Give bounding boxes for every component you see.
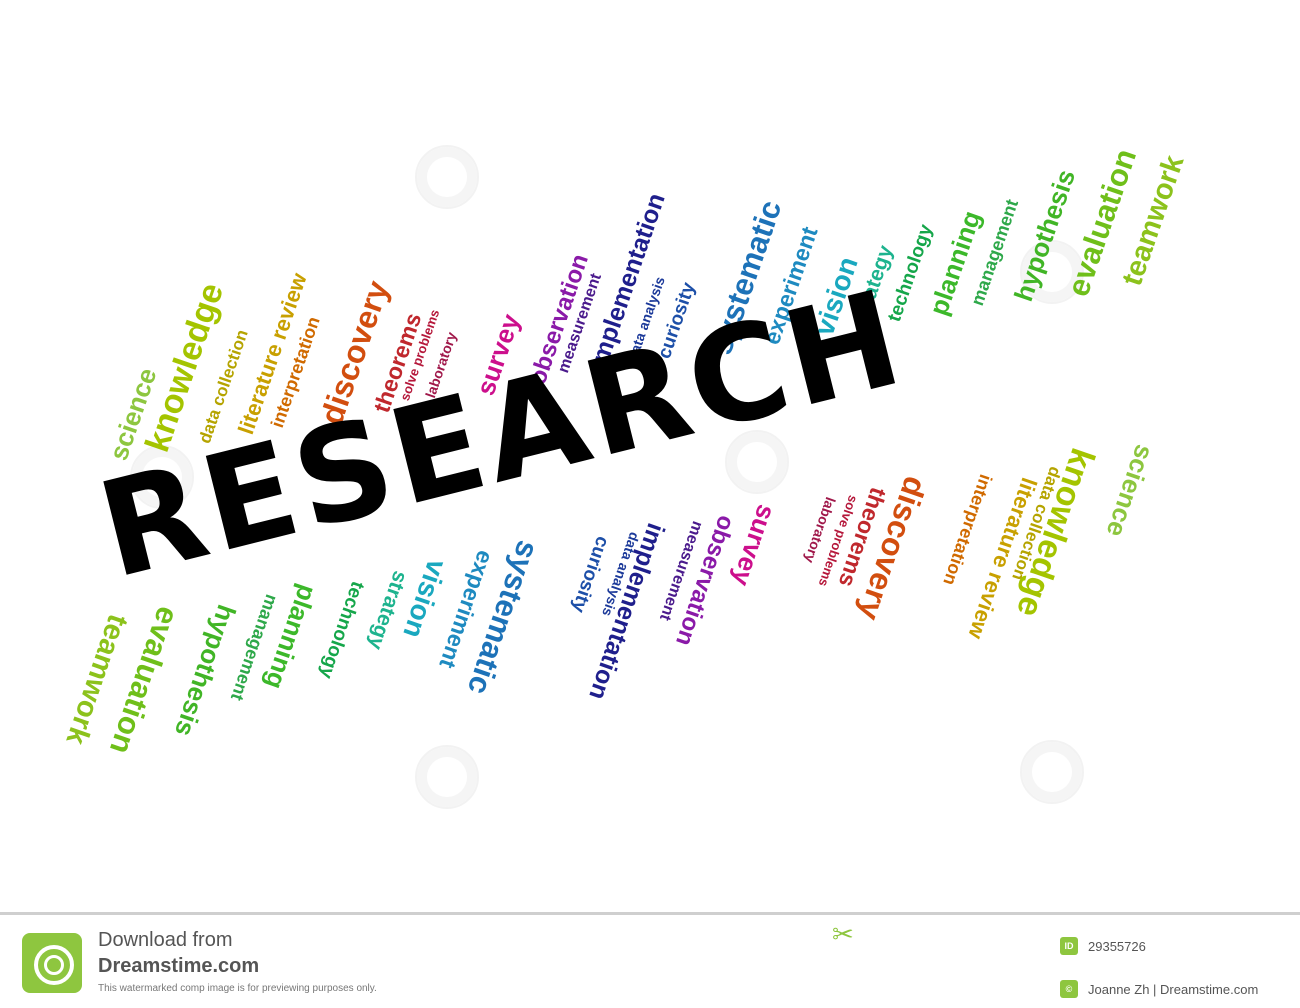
keyword-lower: survey [726, 500, 782, 590]
watermark-icon [1020, 240, 1084, 304]
watermark-icon [415, 745, 479, 809]
word-cloud: science science knowledge knowledge data col… [60, 144, 1190, 809]
watermark-icon [415, 145, 479, 209]
scissors-icon: ✂ [832, 919, 854, 949]
image-id: 29355726 [1088, 939, 1146, 954]
brand-name[interactable]: Dreamstime.com [98, 955, 260, 977]
watermark-icon [725, 430, 789, 494]
download-label: Download from [98, 929, 233, 951]
keyword-lower: science [1100, 440, 1160, 541]
copyright-badge: © [1060, 980, 1078, 998]
watermark-icon [130, 445, 194, 509]
image-credit[interactable]: Joanne Zh | Dreamstime.com [1088, 982, 1259, 997]
keyword-lower: technology [315, 578, 368, 682]
id-badge: ID [1060, 937, 1078, 955]
watermark-icon [1020, 740, 1084, 804]
dreamstime-logo-icon [22, 933, 82, 993]
watermark-note: This watermarked comp image is for previ… [98, 983, 377, 994]
keyword-lower: vision [397, 555, 453, 643]
stock-footer: Download from Dreamstime.com This waterm… [0, 912, 1300, 1008]
